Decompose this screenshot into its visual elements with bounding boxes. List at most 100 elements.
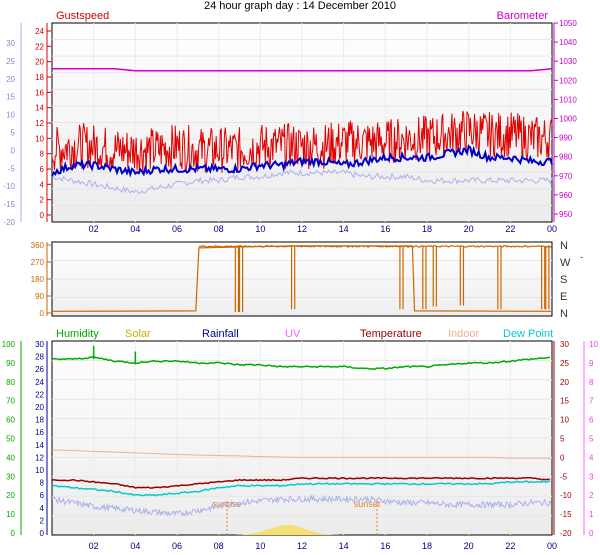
wind-tick-red: 6	[40, 165, 45, 174]
temp-time-label: 02	[89, 541, 99, 551]
wind-tick-red: 14	[35, 104, 44, 113]
rainfall-tick: 26	[35, 365, 44, 374]
rainfall-tick: 12	[35, 453, 44, 462]
legend-dew-point: Dew Point	[503, 328, 553, 340]
wind-time-label: 08	[214, 224, 224, 234]
legend-gustspeed: Gustspeed	[56, 10, 109, 22]
temperature-tick: 0	[560, 453, 565, 462]
temperature-tick: -10	[560, 491, 572, 500]
legend-humidity: Humidity	[56, 328, 99, 340]
humidity-tick: 20	[6, 491, 15, 500]
series-barometer	[52, 68, 553, 72]
wind-time-label: 06	[172, 224, 182, 234]
humidity-tick: 80	[6, 378, 15, 387]
dir-tick: 0	[40, 309, 45, 318]
title-date: 14 December 2010	[302, 0, 397, 12]
rainfall-tick: 8	[40, 479, 45, 488]
wind-tick-gray: -10	[3, 182, 15, 191]
humidity-tick: 60	[6, 416, 15, 425]
wind-tick-red: 24	[35, 27, 44, 36]
temp-time-label: 10	[255, 541, 265, 551]
wind-tick-gray: -20	[3, 218, 15, 227]
series-windspeed	[51, 144, 553, 178]
temp-time-label: 08	[214, 541, 224, 551]
legend-uv: UV	[285, 328, 301, 340]
rainfall-tick: 28	[35, 353, 44, 362]
temperature-tick: 10	[560, 416, 569, 425]
graph-title: 24 hour graph day : 14 December 2010	[0, 0, 600, 12]
rainfall-tick: 16	[35, 428, 44, 437]
wind-time-label: 20	[464, 224, 474, 234]
rainfall-tick: 4	[40, 504, 45, 513]
wind-tick-baro: 1050	[559, 19, 577, 28]
series-direction	[198, 244, 552, 248]
sunrise-label: sunrise	[212, 499, 241, 509]
uv-tick: 5	[589, 435, 594, 444]
wind-tick-baro: 960	[559, 191, 573, 200]
wind-time-label: 14	[339, 224, 349, 234]
temperature-tick: 20	[560, 378, 569, 387]
legend-solar: Solar	[125, 328, 151, 340]
rainfall-tick: 18	[35, 416, 44, 425]
compass-label: N	[560, 308, 568, 320]
compass-label: N	[560, 240, 568, 252]
humidity-tick: 90	[6, 359, 15, 368]
wind-tick-gray: -5	[8, 164, 16, 173]
wind-tick-baro: 990	[559, 134, 573, 143]
uv-tick: 3	[589, 472, 594, 481]
uv-tick: 0	[589, 529, 594, 538]
temp-time-label: 20	[464, 541, 474, 551]
uv-tick: 10	[589, 340, 598, 349]
humidity-tick: 30	[6, 472, 15, 481]
temp-time-label: 22	[505, 541, 515, 551]
rainfall-tick: 10	[35, 466, 44, 475]
wind-time-label: 12	[297, 224, 307, 234]
compass-label: W	[560, 257, 571, 269]
temperature-tick: -15	[560, 510, 572, 519]
legend-barometer: Barometer	[497, 10, 549, 22]
series-temperature	[51, 476, 550, 489]
rainfall-tick: 20	[35, 403, 44, 412]
wind-time-label: 00	[547, 224, 557, 234]
temperature-tick: -5	[560, 472, 568, 481]
wind-time-label: 02	[89, 224, 99, 234]
sunset-label: sunset	[354, 499, 381, 509]
wind-tick-red: 8	[40, 150, 45, 159]
wind-time-label: 16	[380, 224, 390, 234]
series-humidity	[51, 355, 550, 370]
humidity-tick: 10	[6, 510, 15, 519]
wind-time-label: 04	[130, 224, 140, 234]
dir-tick: 270	[31, 258, 45, 267]
temperature-tick: 25	[560, 359, 569, 368]
compass-label: E	[560, 291, 567, 303]
humidity-tick: 100	[2, 340, 16, 349]
uv-tick: 4	[589, 453, 594, 462]
humidity-tick: 50	[6, 435, 15, 444]
wind-time-label: 18	[422, 224, 432, 234]
temp-time-label: 06	[172, 541, 182, 551]
wind-tick-baro: 1040	[559, 38, 577, 47]
dir-tick: 180	[31, 275, 45, 284]
wind-time-label: 22	[505, 224, 515, 234]
title-prefix: 24 hour graph day :	[203, 0, 300, 12]
wind-tick-gray: 5	[11, 129, 16, 138]
uv-tick: 6	[589, 416, 594, 425]
temp-time-label: 04	[130, 541, 140, 551]
series-solar	[235, 525, 340, 535]
wind-tick-red: 20	[35, 58, 44, 67]
wind-tick-gray: -15	[3, 200, 15, 209]
wind-tick-red: 2	[40, 196, 45, 205]
rainfall-tick: 30	[35, 340, 44, 349]
uv-tick: 7	[589, 397, 594, 406]
wind-tick-gray: 15	[6, 93, 15, 102]
temperature-tick: 30	[560, 340, 569, 349]
temp-time-label: 00	[547, 541, 557, 551]
compass-dash: -	[580, 252, 583, 262]
temperature-tick: -20	[560, 529, 572, 538]
temp-time-label: 18	[422, 541, 432, 551]
wind-tick-red: 12	[35, 119, 44, 128]
legend-indoor: Indoor	[448, 328, 480, 340]
compass-label: S	[560, 274, 567, 286]
